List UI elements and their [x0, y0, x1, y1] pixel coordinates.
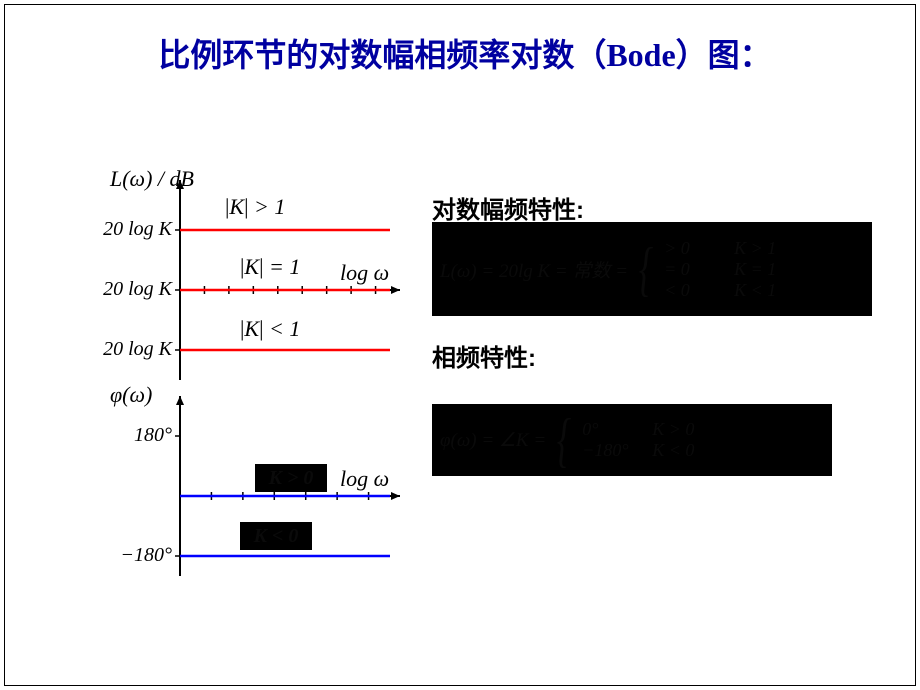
- y-tick-label: −180°: [62, 544, 172, 567]
- x-axis-label: log ω: [340, 260, 389, 286]
- line-condition-label: |K| < 1: [240, 316, 300, 342]
- magnitude-formula-block: L(ω) = 20lg K = 常数 ={> 0K > 1= 0K = 1< 0…: [432, 222, 872, 316]
- phase-section-heading: 相频特性:: [432, 338, 536, 373]
- line-condition-label: |K| = 1: [240, 254, 300, 280]
- line-condition-overlay: K > 0: [255, 464, 327, 492]
- y-tick-label: 20 log K: [62, 218, 172, 241]
- y-tick-label: 180°: [62, 424, 172, 447]
- line-condition-label: |K| > 1: [225, 194, 285, 220]
- x-axis-label: log ω: [340, 466, 389, 492]
- magnitude-section-heading: 对数幅频特性:: [432, 190, 584, 225]
- magnitude-bode-plot: L(ω) / dBlog ω20 log K20 log K20 log K|K…: [180, 180, 400, 380]
- phase-formula-block: φ(ω) = ∠K ={0°K > 0−180°K < 0: [432, 404, 832, 476]
- page-title: 比例环节的对数幅相频率对数（Bode）图：: [80, 30, 850, 76]
- phase-bode-plot: φ(ω)log ω180°−180°K > 0K < 0: [180, 396, 400, 576]
- y-tick-label: 20 log K: [62, 338, 172, 361]
- y-axis-label: φ(ω): [110, 382, 152, 408]
- y-axis-label: L(ω) / dB: [110, 166, 194, 192]
- y-tick-label: 20 log K: [62, 278, 172, 301]
- line-condition-overlay: K < 0: [240, 522, 312, 550]
